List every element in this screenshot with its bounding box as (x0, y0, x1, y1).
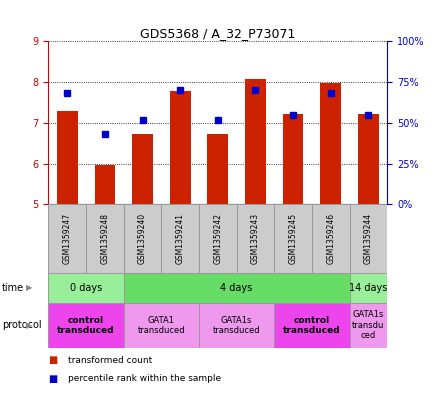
Text: percentile rank within the sample: percentile rank within the sample (68, 374, 221, 383)
Text: GSM1359241: GSM1359241 (176, 213, 185, 264)
Text: GSM1359240: GSM1359240 (138, 213, 147, 264)
Bar (349, 204, 387, 273)
Bar (349, 303, 387, 348)
Text: GSM1359244: GSM1359244 (364, 213, 373, 264)
Bar (86, 204, 124, 273)
Text: 14 days: 14 days (349, 283, 388, 293)
Bar (48, 204, 86, 273)
Text: GATA1s
transduced: GATA1s transduced (213, 316, 260, 335)
Bar (124, 204, 161, 273)
Text: transformed count: transformed count (68, 356, 152, 365)
Bar (95, 165, 115, 204)
Bar (48, 273, 124, 303)
Text: time: time (2, 283, 24, 293)
Bar (57, 111, 77, 204)
Text: ■: ■ (48, 374, 58, 384)
Bar (207, 134, 228, 204)
Text: GSM1359245: GSM1359245 (289, 213, 297, 264)
Bar (320, 83, 341, 204)
Text: ▶: ▶ (26, 321, 33, 330)
Text: GATA1s
transdu
ced: GATA1s transdu ced (352, 310, 385, 340)
Bar (48, 303, 124, 348)
Bar (170, 91, 191, 204)
Bar (199, 303, 274, 348)
Bar (132, 134, 153, 204)
Text: ■: ■ (48, 355, 58, 365)
Bar (124, 303, 199, 348)
Text: protocol: protocol (2, 320, 42, 330)
Text: GSM1359242: GSM1359242 (213, 213, 222, 264)
Bar (124, 273, 349, 303)
Text: 0 days: 0 days (70, 283, 102, 293)
Bar (245, 79, 266, 204)
Bar (283, 114, 304, 204)
Text: GSM1359243: GSM1359243 (251, 213, 260, 264)
Text: 4 days: 4 days (220, 283, 253, 293)
Bar (274, 303, 349, 348)
Text: GATA1
transduced: GATA1 transduced (138, 316, 185, 335)
Text: GSM1359248: GSM1359248 (100, 213, 110, 264)
Bar (237, 204, 274, 273)
Bar (161, 204, 199, 273)
Text: control
transduced: control transduced (283, 316, 341, 335)
Bar (358, 114, 379, 204)
Bar (274, 204, 312, 273)
Text: GSM1359247: GSM1359247 (63, 213, 72, 264)
Bar (349, 273, 387, 303)
Text: ▶: ▶ (26, 283, 33, 292)
Text: GSM1359246: GSM1359246 (326, 213, 335, 264)
Title: GDS5368 / A_32_P73071: GDS5368 / A_32_P73071 (140, 27, 296, 40)
Bar (199, 204, 237, 273)
Text: control
transduced: control transduced (57, 316, 115, 335)
Bar (312, 204, 349, 273)
